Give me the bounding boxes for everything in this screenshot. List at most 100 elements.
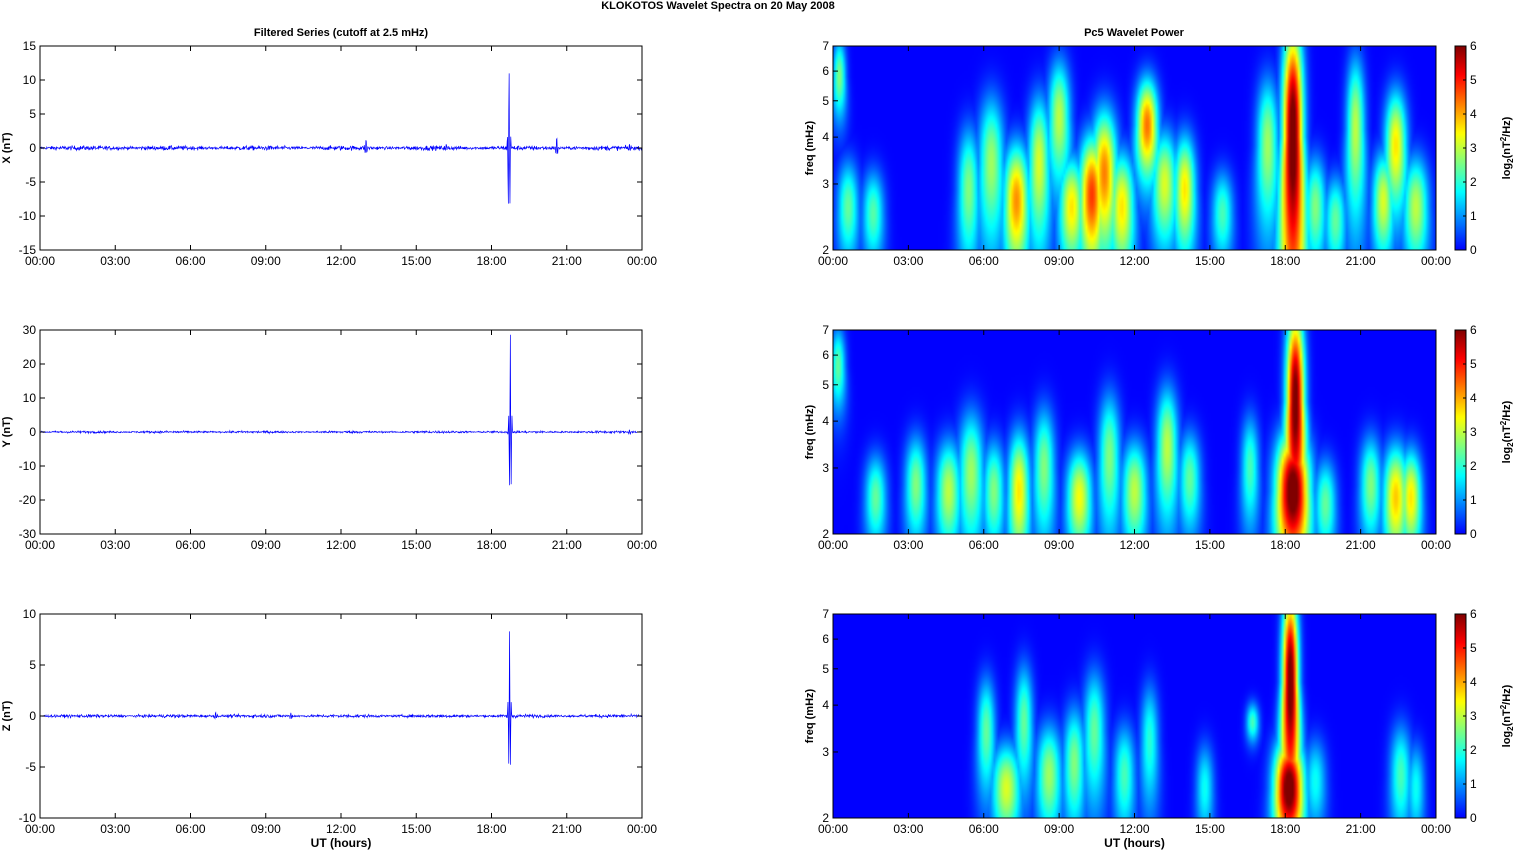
wavelet-panel-4: 2 3 4 5 6 7 freq (mHz): [804, 323, 1437, 541]
wavelet-panel-3-x-tick-label: 00:00: [818, 254, 848, 268]
wavelet-panel-5-y-tick-label: 2: [822, 811, 829, 825]
wavelet-panel-4-y-tick-label: 7: [822, 323, 829, 337]
wavelet-panel-4-y-axis-label: freq (mHz): [804, 404, 816, 459]
series-panel-2: -10 -5 0 5 10 Z (nT): [1, 607, 643, 825]
wavelet-panel-3-colorbar-label-part: 2: [1499, 136, 1508, 141]
wavelet-panel-3-power-map: [833, 46, 1436, 250]
wavelet-panel-4-colorbar-tick-label: 1: [1470, 493, 1477, 507]
series-panel-1-x-axis: 00:00 03:00 06:00 09:00 12:00 15:00 18:00 21:00…: [25, 330, 657, 552]
series-panel-0-x-tick-label: 00:00: [627, 254, 657, 268]
wavelet-panel-5-x-axis: 00:00 03:00 06:00 09:00 12:00 15:00 18:00 21:00…: [818, 614, 1451, 850]
wavelet-panel-5-colorbar-label: log2(nT2/Hz): [1499, 684, 1515, 747]
wavelet-panel-3-colorbar-tick-label: 3: [1470, 141, 1477, 155]
right-column-title: Pc5 Wavelet Power: [1084, 27, 1185, 39]
wavelet-panel-3-y-tick-label: 6: [822, 64, 829, 78]
series-panel-1-x-tick-label: 00:00: [627, 538, 657, 552]
wavelet-panel-3-y-tick-label: 5: [822, 94, 829, 108]
wavelet-panel-3-colorbar-tick-label: 0: [1470, 243, 1477, 257]
wavelet-panel-4-x-tick-label: 15:00: [1195, 538, 1225, 552]
series-panel-1-x-tick-label: 18:00: [476, 538, 506, 552]
wavelet-panel-4-x-tick-label: 12:00: [1119, 538, 1149, 552]
left-column-title: Filtered Series (cutoff at 2.5 mHz): [254, 27, 429, 39]
series-panel-2-x-tick-label: 03:00: [100, 822, 130, 836]
series-panel-0-y-tick-label: 10: [23, 73, 37, 87]
wavelet-panel-5-x-tick-label: 06:00: [969, 822, 999, 836]
wavelet-panel-5-power-map: [833, 614, 1436, 818]
series-panel-1-y-tick-label: 10: [23, 391, 37, 405]
wavelet-panel-4-x-tick-label: 03:00: [893, 538, 923, 552]
series-panel-2-y-tick-label: -10: [19, 811, 37, 825]
series-panel-2-y-tick-label: 10: [23, 607, 37, 621]
series-panel-1-trace: [39, 334, 643, 486]
wavelet-panel-3-x-tick-label: 15:00: [1195, 254, 1225, 268]
series-panel-1: -30 -20 -10 0 10 20 30 Y (nT): [1, 323, 643, 541]
wavelet-panel-5-x-tick-label: 03:00: [893, 822, 923, 836]
wavelet-panel-4-colorbar-tick-label: 2: [1470, 459, 1477, 473]
wavelet-panel-3-x-tick-label: 09:00: [1044, 254, 1074, 268]
wavelet-panel-3-x-tick-label: 06:00: [969, 254, 999, 268]
wavelet-panel-5-colorbar-tick-label: 0: [1470, 811, 1477, 825]
series-panel-0-x-tick-label: 06:00: [175, 254, 205, 268]
series-panel-2-x-tick-label: 21:00: [552, 822, 582, 836]
wavelet-panel-5-x-tick-label: 21:00: [1346, 822, 1376, 836]
wavelet-panel-5-x-tick-label: 12:00: [1119, 822, 1149, 836]
wavelet-panel-4-colorbar-tick-label: 5: [1470, 357, 1477, 371]
wavelet-panel-5-colorbar-gradient: [1455, 614, 1466, 818]
wavelet-panel-3-colorbar-gradient: [1455, 46, 1466, 250]
wavelet-panel-4-colorbar-label-part: 2: [1499, 420, 1508, 425]
series-panel-2-x-tick-label: 00:00: [627, 822, 657, 836]
series-panel-0-x-tick-label: 12:00: [326, 254, 356, 268]
series-panel-2-trace: [39, 631, 643, 765]
wavelet-panel-5-colorbar-label-part: log: [1501, 731, 1513, 748]
wavelet-panel-4-colorbar-label-part: 2: [1506, 442, 1515, 447]
wavelet-panel-3-x-axis: 00:00 03:00 06:00 09:00 12:00 15:00 18:00 21:00…: [818, 46, 1451, 268]
series-panel-0-y-tick-label: -15: [19, 243, 37, 257]
series-panel-2-y-axis-label: Z (nT): [1, 700, 13, 731]
series-panel-2-x-axis-label: UT (hours): [311, 836, 372, 850]
wavelet-panel-4-x-tick-label: 00:00: [1421, 538, 1451, 552]
series-panel-0-y-tick-label: -5: [25, 175, 36, 189]
wavelet-panel-4-colorbar-label: log2(nT2/Hz): [1499, 400, 1515, 463]
wavelet-panel-3-colorbar-tick-label: 6: [1470, 39, 1477, 53]
wavelet-panel-5-x-tick-label: 15:00: [1195, 822, 1225, 836]
wavelet-panel-4-x-tick-label: 09:00: [1044, 538, 1074, 552]
series-panel-2-x-tick-label: 12:00: [326, 822, 356, 836]
wavelet-panel-3: 2 3 4 5 6 7 freq (mHz): [804, 39, 1437, 257]
wavelet-panel-3-x-tick-label: 21:00: [1346, 254, 1376, 268]
wavelet-panel-5-colorbar-tick-label: 4: [1470, 675, 1477, 689]
wavelet-panel-3-colorbar-label-part: log: [1501, 163, 1513, 180]
wavelet-panel-3-colorbar-tick-label: 5: [1470, 73, 1477, 87]
wavelet-panel-5-colorbar-label-part: 2: [1506, 726, 1515, 731]
series-panel-1-x-tick-label: 21:00: [552, 538, 582, 552]
wavelet-panel-4-colorbar-label-part: log: [1501, 447, 1513, 464]
series-panel-2-x-tick-label: 09:00: [251, 822, 281, 836]
series-panel-0-x-tick-label: 03:00: [100, 254, 130, 268]
wavelet-panel-5-y-tick-label: 4: [822, 698, 829, 712]
wavelet-panel-3-colorbar-tick-label: 2: [1470, 175, 1477, 189]
series-panel-2-x-tick-label: 00:00: [25, 822, 55, 836]
wavelet-panel-3-colorbar-tick-label: 1: [1470, 209, 1477, 223]
series-panel-1-x-tick-label: 15:00: [401, 538, 431, 552]
wavelet-panel-5-colorbar-tick-label: 5: [1470, 641, 1477, 655]
series-panel-2-x-tick-label: 18:00: [476, 822, 506, 836]
wavelet-panel-3-y-tick-label: 2: [822, 243, 829, 257]
wavelet-panel-5-y-tick-label: 6: [822, 632, 829, 646]
wavelet-panel-4-x-tick-label: 21:00: [1346, 538, 1376, 552]
wavelet-panel-3-y-axis-label: freq (mHz): [804, 120, 816, 175]
series-panel-2-x-axis: 00:00 03:00 06:00 09:00 12:00 15:00 18:00 21:00…: [25, 614, 657, 850]
wavelet-panel-4-colorbar-tick-label: 4: [1470, 391, 1477, 405]
series-panel-2-y-tick-label: 0: [29, 709, 36, 723]
series-panel-1-x-tick-label: 00:00: [25, 538, 55, 552]
wavelet-panel-4-colorbar-tick-label: 0: [1470, 527, 1477, 541]
wavelet-panel-4-colorbar-gradient: [1455, 330, 1466, 534]
wavelet-panel-5-x-tick-label: 09:00: [1044, 822, 1074, 836]
wavelet-panel-5-y-axis-label: freq (mHz): [804, 688, 816, 743]
series-panel-2-y-tick-label: -5: [25, 760, 36, 774]
wavelet-panel-4-y-tick-label: 4: [822, 414, 829, 428]
wavelet-panel-3-y-tick-label: 3: [822, 177, 829, 191]
wavelet-panel-5-colorbar-label-part: /Hz): [1501, 684, 1513, 705]
series-panel-1-y-tick-label: 30: [23, 323, 37, 337]
series-panel-0-y-tick-label: 15: [23, 39, 37, 53]
